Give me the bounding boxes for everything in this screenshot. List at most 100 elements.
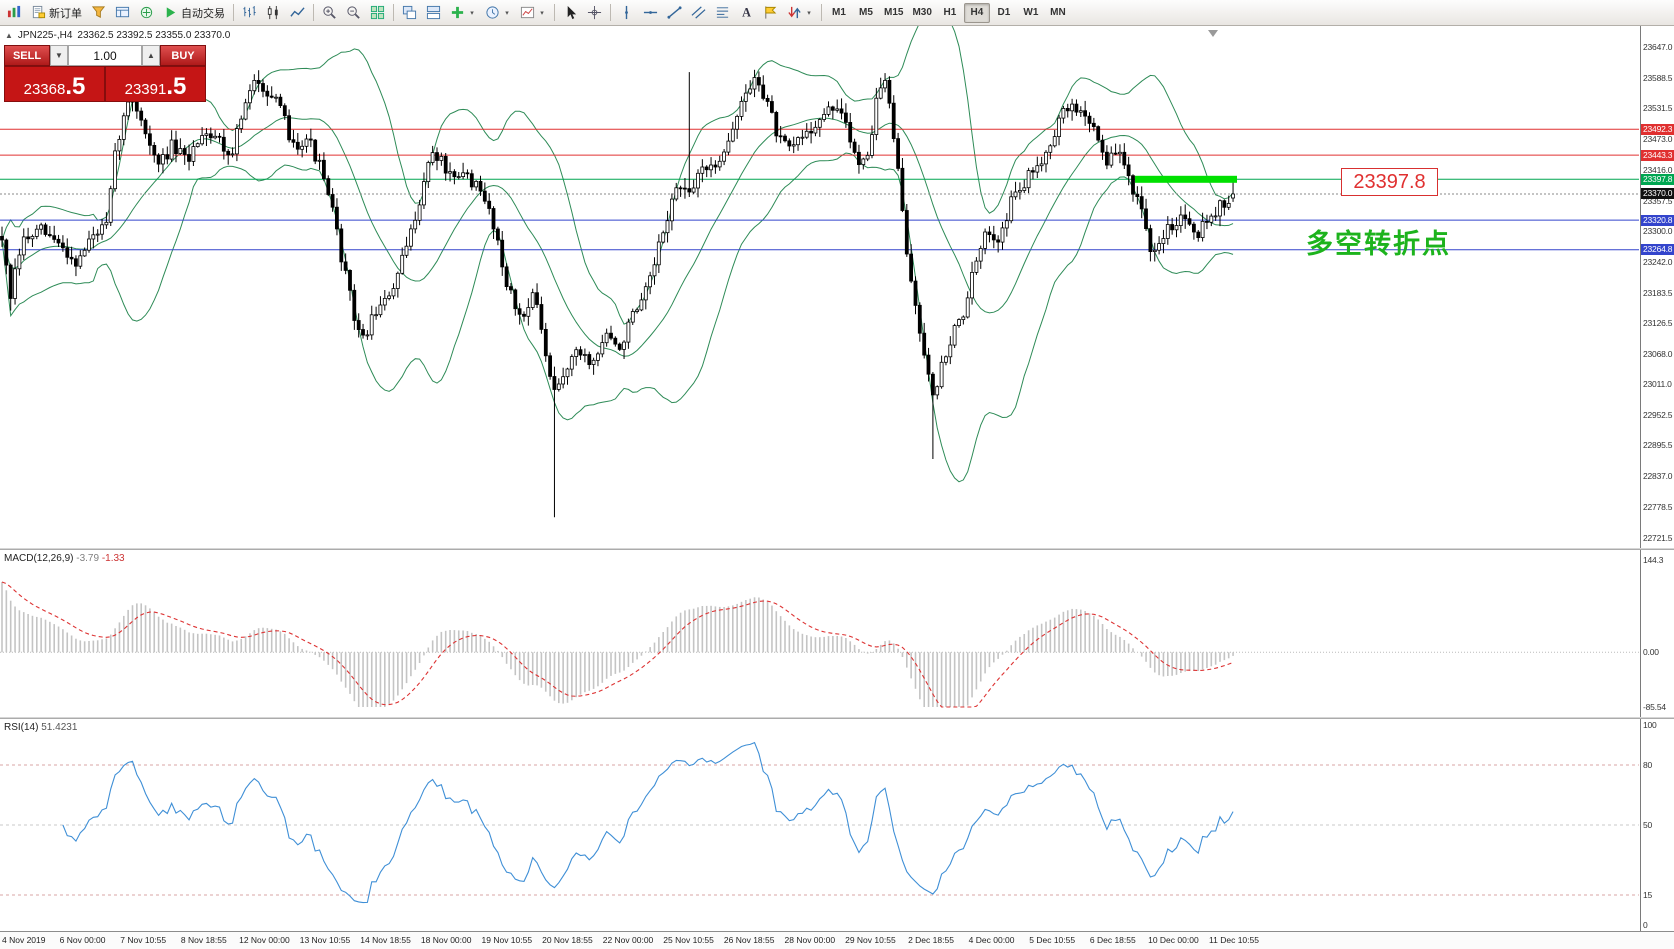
candle-body — [147, 133, 152, 146]
sell-price-button[interactable]: 23368 .5 — [4, 66, 105, 102]
tile-windows-button[interactable] — [366, 2, 389, 24]
dropdown-arrow-icon[interactable]: ▾ — [505, 9, 509, 17]
candle-body — [160, 154, 165, 165]
buy-button[interactable]: BUY — [160, 45, 206, 66]
vertical-line-button[interactable] — [615, 2, 638, 24]
tf-m15-button[interactable]: M15 — [880, 3, 907, 23]
candle-body — [752, 77, 757, 90]
candle-body — [69, 256, 74, 260]
candle-body — [743, 92, 748, 102]
dropdown-arrow-icon[interactable]: ▾ — [470, 9, 474, 17]
candle-body — [878, 87, 883, 99]
candle-body — [1231, 193, 1235, 199]
candle-body — [965, 297, 970, 318]
text-button[interactable]: A — [735, 2, 758, 24]
candle-body — [678, 187, 683, 190]
candle-body — [839, 108, 844, 114]
tf-m5-button[interactable]: M5 — [853, 3, 879, 23]
cascade-windows-button[interactable] — [398, 2, 421, 24]
macd-tick: 144.3 — [1643, 555, 1664, 565]
candle-body — [939, 361, 944, 388]
dropdown-arrow-icon[interactable]: ▾ — [540, 9, 544, 17]
volume-input[interactable] — [68, 45, 142, 66]
bar-chart-button[interactable] — [238, 2, 261, 24]
one-click-collapse-icon[interactable]: ▲ — [5, 31, 13, 40]
candle-body — [696, 172, 700, 189]
candle-body — [809, 130, 813, 134]
rsi-axis[interactable]: 100 80 50 15 0 — [1640, 719, 1674, 931]
candle-body — [591, 359, 596, 365]
horizontal-line-button[interactable] — [639, 2, 662, 24]
autotrading-button[interactable]: 自动交易 — [159, 2, 229, 24]
price-axis[interactable]: 23647.0 23588.5 23531.5 23473.0 23416.0 23357… — [1640, 26, 1674, 548]
candle-body — [317, 159, 322, 162]
arrows-button[interactable]: ▾ — [783, 2, 817, 24]
tile-horizontal-button[interactable] — [422, 2, 445, 24]
arrows-icon — [787, 5, 802, 20]
dropdown-arrow-icon[interactable]: ▾ — [807, 9, 811, 17]
candle-body — [870, 134, 874, 156]
turning-point-annotation[interactable]: 多空转折点 — [1306, 229, 1451, 259]
tf-h4-button[interactable]: H4 — [963, 2, 990, 23]
candle-body — [596, 353, 600, 361]
highlight-segment[interactable] — [1135, 175, 1237, 183]
candle-body — [74, 258, 78, 267]
trendline-button[interactable] — [663, 2, 686, 24]
macd-axis[interactable]: 144.3 0.00 -85.54 — [1640, 550, 1674, 717]
volume-up-button[interactable]: ▲ — [142, 45, 160, 66]
tf-m5-button-label: M5 — [859, 7, 873, 18]
main-chart-plot[interactable]: ▲ JPN225-,H4 23362.5 23392.5 23355.0 233… — [0, 26, 1640, 548]
label-button[interactable] — [759, 2, 782, 24]
macd-canvas[interactable] — [0, 550, 1639, 717]
main-chart-canvas[interactable] — [0, 26, 1639, 548]
macd-plot[interactable]: MACD(12,26,9) -3.79 -1.33 — [0, 550, 1640, 717]
buy-price-button[interactable]: 23391 .5 — [105, 66, 206, 102]
rsi-canvas[interactable] — [0, 719, 1639, 931]
periods-button[interactable]: ▾ — [481, 2, 515, 24]
bollinger-band-line — [1, 116, 1234, 357]
candle-body — [1070, 103, 1074, 112]
candle-body — [835, 108, 840, 111]
zoom-in-button[interactable] — [318, 2, 341, 24]
volume-down-button[interactable]: ▼ — [50, 45, 68, 66]
data-window-button[interactable] — [111, 2, 134, 24]
pane-splitter[interactable] — [0, 548, 1674, 550]
candle-body — [382, 297, 387, 306]
chart-shift-marker[interactable] — [1208, 30, 1218, 37]
pane-splitter[interactable] — [0, 717, 1674, 719]
candle-body — [1157, 243, 1161, 251]
candle-body — [709, 164, 713, 171]
tf-m30-button[interactable]: M30 — [908, 3, 935, 23]
tf-h1-button[interactable]: H1 — [937, 3, 963, 23]
candle-body — [17, 254, 22, 270]
tf-m1-button[interactable]: M1 — [826, 3, 852, 23]
zoom-out-button[interactable] — [342, 2, 365, 24]
line-chart-button[interactable] — [286, 2, 309, 24]
new-order-button[interactable]: 新订单 — [27, 2, 86, 24]
time-axis[interactable]: 4 Nov 2019 6 Nov 00:00 7 Nov 10:55 8 Nov 18… — [0, 931, 1674, 949]
price-annotation-box[interactable]: 23397.8 — [1341, 168, 1438, 196]
candle-body — [904, 210, 909, 255]
cursor-button[interactable] — [559, 2, 582, 24]
tf-m1-button-label: M1 — [832, 7, 846, 18]
tf-w1-button[interactable]: W1 — [1018, 3, 1044, 23]
rsi-plot[interactable]: RSI(14) 51.4231 — [0, 719, 1640, 931]
tf-h1-button-label: H1 — [943, 7, 957, 18]
templates-button[interactable]: ▾ — [516, 2, 550, 24]
candle-body — [1122, 151, 1127, 166]
indicators-button[interactable]: ▾ — [446, 2, 480, 24]
market-watch-button[interactable] — [87, 2, 110, 24]
candle-body — [1078, 110, 1083, 113]
navigator-button[interactable] — [135, 2, 158, 24]
tf-mn-button[interactable]: MN — [1045, 3, 1071, 23]
fibonacci-button[interactable] — [711, 2, 734, 24]
macd-label: MACD(12,26,9) -3.79 -1.33 — [4, 553, 125, 564]
channel-button[interactable] — [687, 2, 710, 24]
candlestick-chart-button[interactable] — [262, 2, 285, 24]
candle-body — [600, 342, 605, 355]
price-level-tag: 23492.3 — [1641, 123, 1674, 135]
crosshair-button[interactable] — [583, 2, 606, 24]
tf-d1-button[interactable]: D1 — [991, 3, 1017, 23]
sell-button[interactable]: SELL — [4, 45, 50, 66]
toolbar-separator — [393, 4, 394, 21]
